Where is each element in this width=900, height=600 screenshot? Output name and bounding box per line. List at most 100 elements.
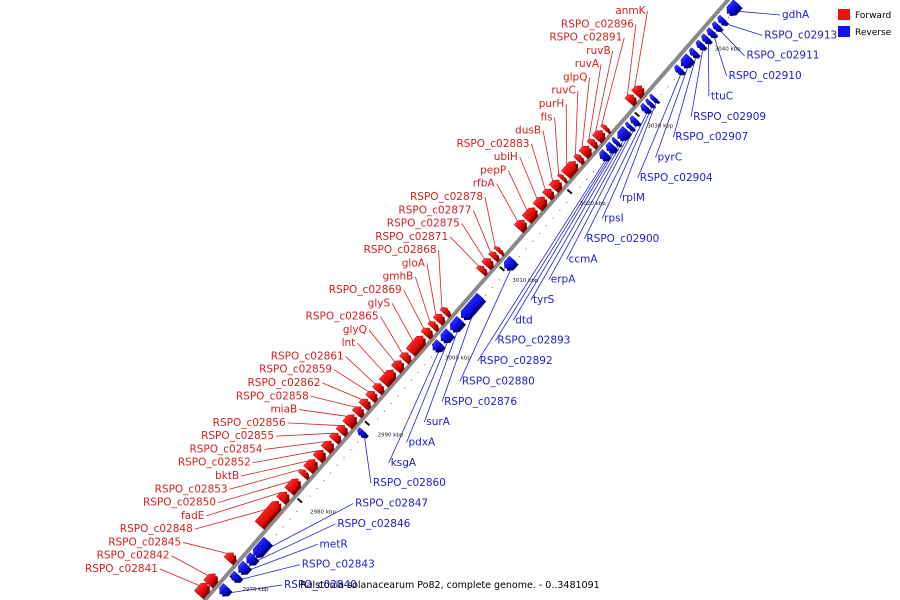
gene-label-rspo-c02856[interactable]: RSPO_c02856 — [213, 417, 286, 429]
gene-label-rspo-c02892[interactable]: RSPO_c02892 — [480, 355, 553, 367]
gene-label-sura[interactable]: surA — [426, 416, 450, 428]
gene-label-rspo-c02904[interactable]: RSPO_c02904 — [640, 172, 713, 184]
gene-label-erpa[interactable]: erpA — [551, 274, 576, 286]
gene-label-gloa[interactable]: gloA — [402, 257, 426, 269]
gene-sura[interactable] — [450, 315, 464, 331]
gene-rspo-c02875[interactable] — [481, 258, 492, 269]
gene-rspo-c02855[interactable] — [328, 432, 340, 443]
gene-fade[interactable] — [276, 491, 288, 503]
gene-rspo-c02856[interactable] — [335, 425, 346, 435]
gene-label-miab[interactable]: miaB — [270, 404, 297, 416]
gene-rspo-c02893[interactable] — [605, 141, 617, 152]
gene-label-rspo-c02854[interactable]: RSPO_c02854 — [189, 443, 262, 455]
gene-label-metr[interactable]: metR — [320, 538, 348, 550]
gene-rspo-c02845[interactable] — [223, 552, 235, 564]
gene-label-rspo-c02910[interactable]: RSPO_c02910 — [729, 70, 802, 82]
gene-rspo-c02911[interactable] — [711, 20, 722, 31]
gene-label-rspo-c02880[interactable]: RSPO_c02880 — [462, 375, 535, 387]
gene-label-ksga[interactable]: ksgA — [391, 457, 417, 469]
gene-label-dtd[interactable]: dtd — [515, 314, 532, 326]
gene-label-rpsi[interactable]: rpsI — [604, 213, 624, 225]
gene-label-rspo-c02855[interactable]: RSPO_c02855 — [201, 430, 274, 442]
gene-label-rspo-c02862[interactable]: RSPO_c02862 — [247, 377, 320, 389]
gene-miab[interactable] — [342, 414, 355, 428]
gene-label-rspo-c02868[interactable]: RSPO_c02868 — [364, 244, 437, 256]
gene-rspo-c02891[interactable] — [600, 123, 609, 133]
gene-label-pepp[interactable]: pepP — [480, 164, 506, 176]
gene-label-rspo-c02841[interactable]: RSPO_c02841 — [85, 563, 158, 575]
gene-rspo-c02876[interactable] — [460, 292, 485, 318]
gene-label-gmhb[interactable]: gmhB — [383, 271, 414, 283]
gene-label-rspo-c02909[interactable]: RSPO_c02909 — [693, 111, 766, 123]
gene-label-rspo-c02840[interactable]: RSPO_c02840 — [284, 579, 357, 591]
gene-erpa[interactable] — [624, 121, 634, 130]
gene-label-tyrs[interactable]: tyrS — [533, 294, 555, 306]
gene-label-rspo-c02907[interactable]: RSPO_c02907 — [675, 131, 748, 143]
gene-gmhb[interactable] — [427, 320, 437, 330]
gene-label-ccma[interactable]: ccmA — [569, 253, 599, 265]
gene-anmk[interactable] — [631, 85, 643, 97]
gene-label-rspo-c02878[interactable]: RSPO_c02878 — [410, 191, 483, 203]
gene-rspo-c02852[interactable] — [312, 449, 324, 462]
gene-label-pdxa[interactable]: pdxA — [408, 437, 436, 449]
gene-rspo-c02862[interactable] — [358, 398, 369, 409]
gene-gdha[interactable] — [726, 0, 741, 14]
gene-label-rspo-c02911[interactable]: RSPO_c02911 — [746, 50, 819, 62]
gene-label-purh[interactable]: purH — [539, 98, 565, 110]
gene-label-lnt[interactable]: lnt — [342, 337, 356, 349]
gene-label-gdha[interactable]: gdhA — [782, 9, 810, 21]
gene-label-rplm[interactable]: rplM — [622, 192, 645, 204]
gene-label-rspo-c02893[interactable]: RSPO_c02893 — [497, 335, 570, 347]
gene-label-ruvb[interactable]: ruvB — [586, 45, 610, 57]
gene-rspo-c02904[interactable] — [674, 64, 684, 74]
gene-label-rspo-c02913[interactable]: RSPO_c02913 — [764, 29, 837, 41]
gene-label-rspo-c02850[interactable]: RSPO_c02850 — [143, 497, 216, 509]
gene-rspo-c02880[interactable] — [504, 255, 517, 269]
gene-label-rspo-c02859[interactable]: RSPO_c02859 — [259, 364, 332, 376]
gene-label-pyrc[interactable]: pyrC — [658, 152, 683, 164]
gene-label-rspo-c02875[interactable]: RSPO_c02875 — [387, 218, 460, 230]
gene-ttuc[interactable] — [701, 33, 711, 43]
gene-rspo-c02853[interactable] — [297, 469, 308, 479]
gene-rspo-c02900[interactable] — [640, 102, 651, 112]
gene-ksga[interactable] — [432, 339, 444, 351]
gene-ruvc[interactable] — [573, 154, 583, 164]
gene-label-dusb[interactable]: dusB — [515, 125, 541, 137]
gene-rspo-c02850[interactable] — [284, 478, 299, 494]
gene-rspo-c02841[interactable] — [193, 582, 208, 598]
gene-rspo-c02892[interactable] — [599, 149, 610, 160]
gene-label-ruvc[interactable]: ruvC — [551, 85, 576, 97]
gene-rspo-c02869[interactable] — [420, 327, 431, 338]
gene-rspo-c02860[interactable] — [357, 427, 367, 437]
gene-label-glyq[interactable]: glyQ — [343, 324, 367, 336]
gene-rspo-c02883[interactable] — [542, 188, 553, 199]
gene-rspo-c02913[interactable] — [717, 14, 727, 24]
gene-label-rspo-c02869[interactable]: RSPO_c02869 — [329, 284, 402, 296]
gene-label-rspo-c02858[interactable]: RSPO_c02858 — [236, 390, 309, 402]
gene-label-rspo-c02853[interactable]: RSPO_c02853 — [155, 483, 228, 495]
gene-rspo-c02846[interactable] — [246, 552, 258, 564]
gene-rspo-c02847[interactable] — [253, 536, 271, 556]
gene-rspo-c02840[interactable] — [219, 583, 231, 595]
gene-label-rspo-c02877[interactable]: RSPO_c02877 — [398, 204, 471, 216]
gene-rpsi[interactable] — [645, 98, 655, 107]
gene-rspo-c02865[interactable] — [399, 352, 410, 363]
gene-label-fade[interactable]: fadE — [181, 510, 204, 522]
gene-label-rspo-c02865[interactable]: RSPO_c02865 — [306, 311, 379, 323]
gene-rspo-c02878[interactable] — [493, 245, 503, 255]
gene-rspo-c02848[interactable] — [254, 500, 280, 528]
gene-label-ruva[interactable]: ruvA — [575, 58, 600, 70]
gene-bktb[interactable] — [303, 459, 316, 472]
gene-label-rspo-c02891[interactable]: RSPO_c02891 — [549, 32, 622, 44]
gene-label-ttuc[interactable]: ttuC — [711, 90, 733, 102]
gene-ruvb[interactable] — [591, 130, 604, 142]
gene-dusb[interactable] — [548, 179, 560, 191]
gene-rspo-c02868[interactable] — [439, 306, 450, 317]
gene-rfba[interactable] — [513, 219, 525, 232]
gene-glyq[interactable] — [390, 360, 403, 372]
gene-label-rspo-c02900[interactable]: RSPO_c02900 — [586, 233, 659, 245]
gene-rspo-c02907[interactable] — [688, 47, 699, 57]
gene-dtd[interactable] — [611, 136, 621, 146]
gene-label-anmk[interactable]: anmK — [615, 5, 646, 17]
gene-label-rspo-c02871[interactable]: RSPO_c02871 — [375, 231, 448, 243]
